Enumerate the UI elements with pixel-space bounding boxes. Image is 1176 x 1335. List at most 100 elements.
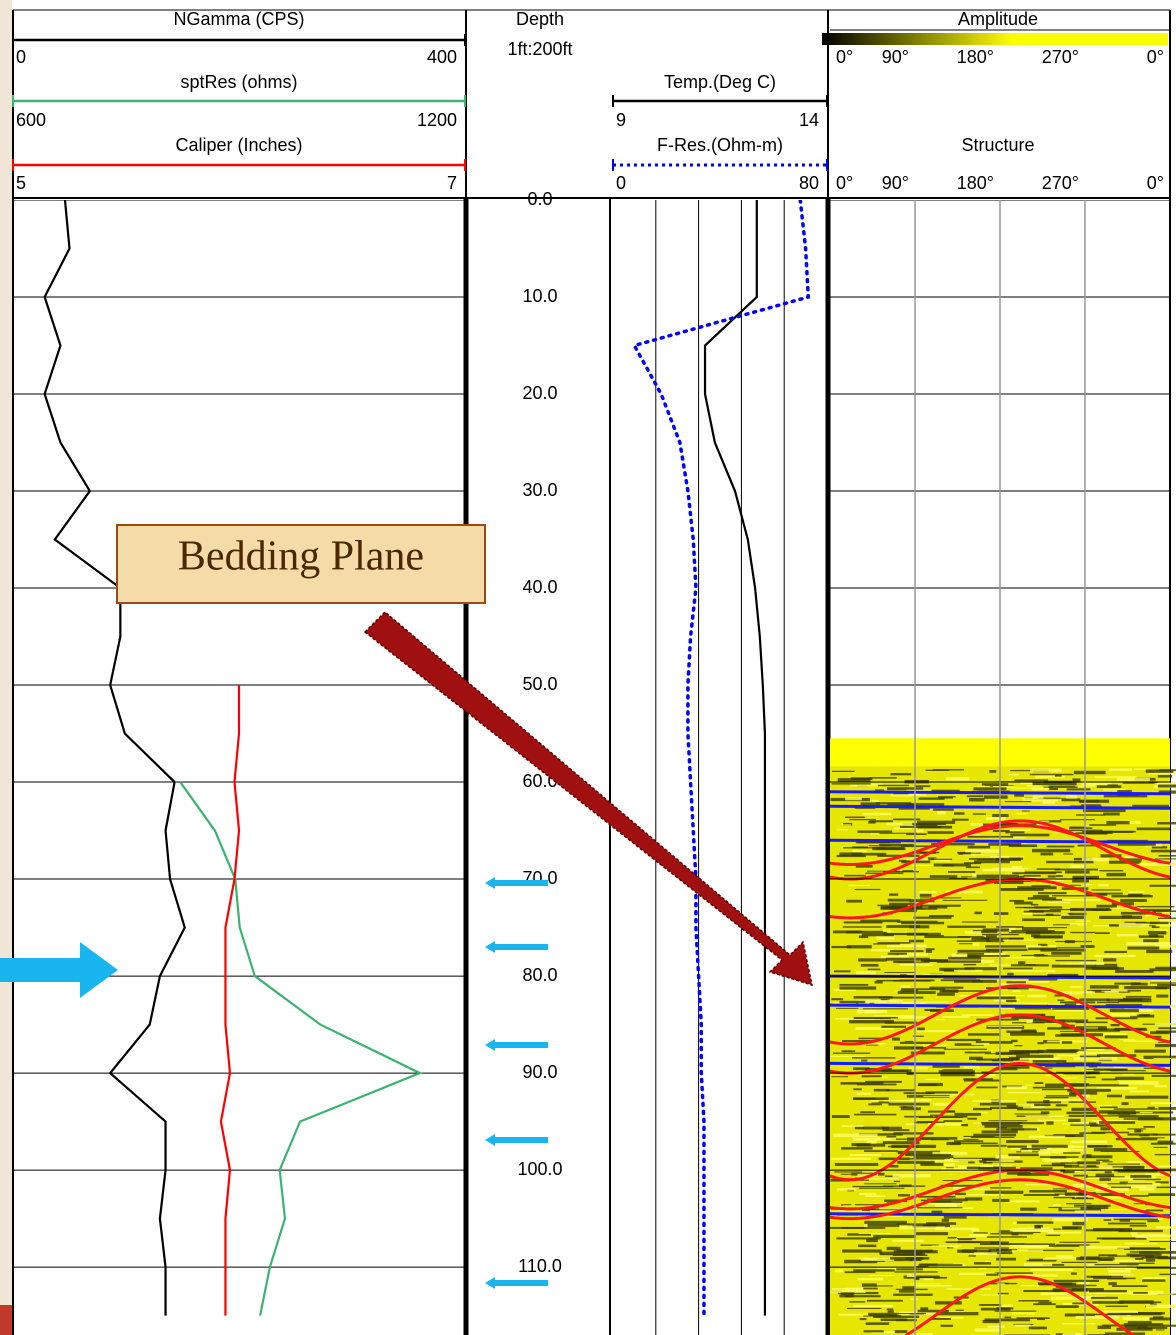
image-texture bbox=[1105, 1305, 1129, 1307]
image-texture bbox=[1079, 799, 1110, 803]
image-texture bbox=[874, 1000, 887, 1003]
image-texture bbox=[847, 1307, 882, 1310]
image-texture bbox=[1089, 985, 1119, 989]
image-texture bbox=[1038, 1151, 1051, 1155]
image-texture bbox=[846, 899, 863, 903]
image-texture bbox=[892, 1254, 928, 1257]
image-texture bbox=[1045, 913, 1054, 916]
image-texture bbox=[885, 1175, 900, 1177]
image-texture bbox=[1021, 1284, 1040, 1287]
image-texture bbox=[862, 1258, 890, 1261]
image-texture bbox=[1031, 932, 1052, 934]
image-texture bbox=[929, 986, 964, 989]
image-texture bbox=[1100, 1259, 1140, 1263]
image-texture bbox=[1148, 771, 1176, 775]
image-texture bbox=[1021, 954, 1048, 957]
image-texture bbox=[873, 943, 900, 945]
scale-label: 7 bbox=[447, 173, 457, 193]
image-texture bbox=[900, 845, 939, 848]
depth-label: 100.0 bbox=[517, 1159, 562, 1179]
image-texture bbox=[1007, 987, 1044, 990]
image-texture bbox=[859, 1257, 870, 1259]
image-texture bbox=[871, 1330, 904, 1334]
image-texture bbox=[922, 1224, 950, 1227]
image-texture bbox=[896, 1268, 923, 1271]
image-texture bbox=[1151, 846, 1168, 849]
image-texture bbox=[1107, 1111, 1137, 1115]
image-texture bbox=[853, 1269, 895, 1272]
image-texture bbox=[973, 787, 1007, 791]
image-texture bbox=[849, 1154, 881, 1157]
image-texture bbox=[1049, 1245, 1080, 1247]
image-texture bbox=[851, 1143, 871, 1147]
image-texture bbox=[992, 1198, 1010, 1202]
image-texture bbox=[1123, 1040, 1165, 1042]
image-texture bbox=[842, 926, 882, 928]
image-texture bbox=[851, 1057, 896, 1059]
image-texture bbox=[952, 818, 969, 821]
image-texture bbox=[1155, 966, 1176, 970]
image-texture bbox=[1155, 1181, 1169, 1184]
depth-label: 110.0 bbox=[518, 1256, 562, 1276]
image-tick-label: 180° bbox=[957, 47, 994, 67]
image-texture bbox=[995, 1155, 1021, 1159]
image-texture bbox=[837, 778, 871, 782]
image-texture bbox=[1125, 1247, 1135, 1250]
image-texture bbox=[834, 1163, 879, 1166]
image-texture bbox=[855, 1027, 894, 1030]
image-texture bbox=[941, 990, 988, 992]
image-texture bbox=[1158, 1106, 1176, 1110]
image-texture bbox=[832, 770, 855, 772]
image-texture bbox=[865, 1009, 877, 1014]
image-texture bbox=[1150, 1031, 1170, 1035]
image-texture bbox=[1108, 1222, 1146, 1225]
image-texture bbox=[1116, 934, 1138, 937]
image-texture bbox=[895, 1288, 928, 1291]
image-texture bbox=[1020, 1167, 1053, 1170]
image-texture bbox=[1012, 1002, 1049, 1004]
structure-image bbox=[829, 738, 1176, 1335]
series-name: sptRes (ohms) bbox=[180, 72, 297, 92]
image-texture bbox=[880, 906, 920, 909]
image-texture bbox=[839, 852, 863, 856]
image-texture bbox=[846, 930, 887, 934]
image-texture bbox=[965, 866, 980, 869]
image-texture bbox=[920, 1244, 939, 1246]
image-texture bbox=[831, 783, 871, 785]
image-texture bbox=[1125, 856, 1135, 859]
image-texture bbox=[841, 1292, 855, 1295]
image-texture bbox=[913, 823, 938, 827]
image-texture bbox=[866, 1238, 878, 1243]
image-texture bbox=[968, 1255, 976, 1257]
image-texture bbox=[986, 817, 1006, 821]
image-texture bbox=[848, 884, 871, 887]
image-texture bbox=[1055, 1255, 1074, 1258]
image-texture bbox=[913, 1155, 954, 1159]
image-texture bbox=[863, 1287, 878, 1290]
image-texture bbox=[1047, 875, 1056, 878]
image-texture bbox=[1149, 968, 1176, 972]
image-texture bbox=[862, 812, 892, 816]
image-texture bbox=[990, 855, 1025, 858]
image-texture bbox=[870, 1210, 911, 1214]
image-texture bbox=[1049, 908, 1078, 911]
image-texture bbox=[963, 1138, 979, 1141]
image-texture bbox=[1125, 1266, 1137, 1270]
image-texture bbox=[1017, 886, 1057, 890]
image-texture bbox=[1115, 1137, 1158, 1141]
image-texture bbox=[971, 937, 990, 941]
image-texture bbox=[925, 1001, 949, 1003]
image-texture bbox=[967, 955, 981, 958]
image-texture bbox=[1085, 1176, 1125, 1178]
image-texture bbox=[1072, 879, 1089, 883]
image-texture bbox=[1159, 1273, 1176, 1276]
image-texture bbox=[831, 1076, 848, 1078]
image-texture bbox=[1113, 1028, 1148, 1031]
image-texture bbox=[887, 898, 911, 902]
image-texture bbox=[1032, 1086, 1065, 1089]
image-texture bbox=[881, 1025, 907, 1028]
image-texture bbox=[1103, 788, 1126, 791]
image-texture bbox=[852, 1137, 897, 1141]
image-texture bbox=[1137, 905, 1175, 908]
